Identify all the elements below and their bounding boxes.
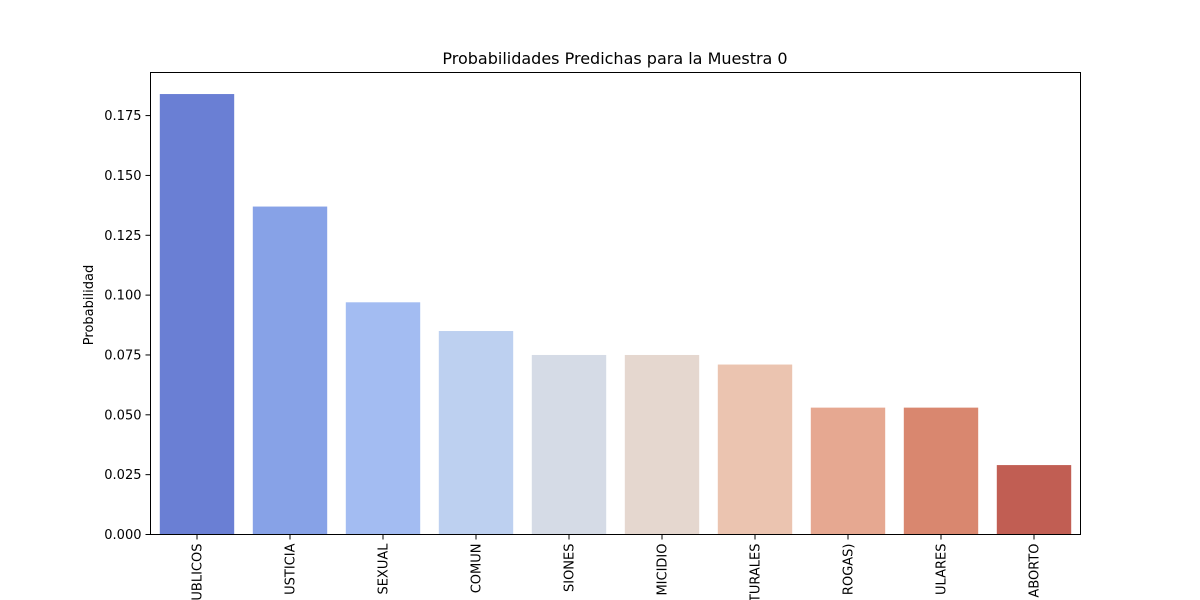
y-axis: 0.000 0.025 0.050 0.075 0.100 0.125 0.150 0.175 (104, 109, 151, 543)
x-axis: UBLICOS USTICIA SEXUAL COMUN SIONES MICIDIO TU… (191, 534, 1043, 600)
y-tick-label: 0.100 (104, 289, 141, 304)
y-tick-label: 0.175 (104, 109, 141, 124)
chart-title: Probabilidades Predichas para la Muestra… (442, 49, 787, 68)
bar-siones (531, 354, 607, 535)
x-tick-label: UBLICOS (191, 544, 206, 600)
bar-rogas (810, 407, 886, 535)
x-tick-label: ABORTO (1028, 544, 1043, 598)
bar-turales (717, 364, 793, 535)
x-tick-label: ULARES (935, 544, 950, 595)
bar-aborto (996, 465, 1072, 535)
y-tick-label: 0.150 (104, 169, 141, 184)
bar-comun (438, 331, 514, 535)
bar-sexual (345, 302, 421, 535)
y-tick-label: 0.000 (104, 528, 141, 543)
x-tick-label: SIONES (563, 544, 578, 593)
y-tick-label: 0.075 (104, 348, 141, 363)
x-tick-label: COMUN (470, 544, 485, 594)
plot-frame (150, 72, 1081, 535)
y-tick-label: 0.125 (104, 229, 141, 244)
x-tick-label: MICIDIO (656, 544, 671, 596)
x-tick-label: SEXUAL (377, 543, 392, 595)
bars-group (159, 94, 1072, 535)
y-tick-label: 0.025 (104, 468, 141, 483)
y-axis-label: Probabilidad (82, 265, 97, 345)
y-tick-label: 0.050 (104, 408, 141, 423)
x-tick-label: ROGAS) (842, 544, 857, 596)
bar-usticia (252, 206, 328, 535)
x-tick-label: TURALES (749, 544, 764, 600)
bar-ulares (903, 407, 979, 535)
bar-ublicos (159, 94, 235, 535)
x-tick-label: USTICIA (284, 543, 299, 594)
bar-micidio (624, 354, 700, 535)
